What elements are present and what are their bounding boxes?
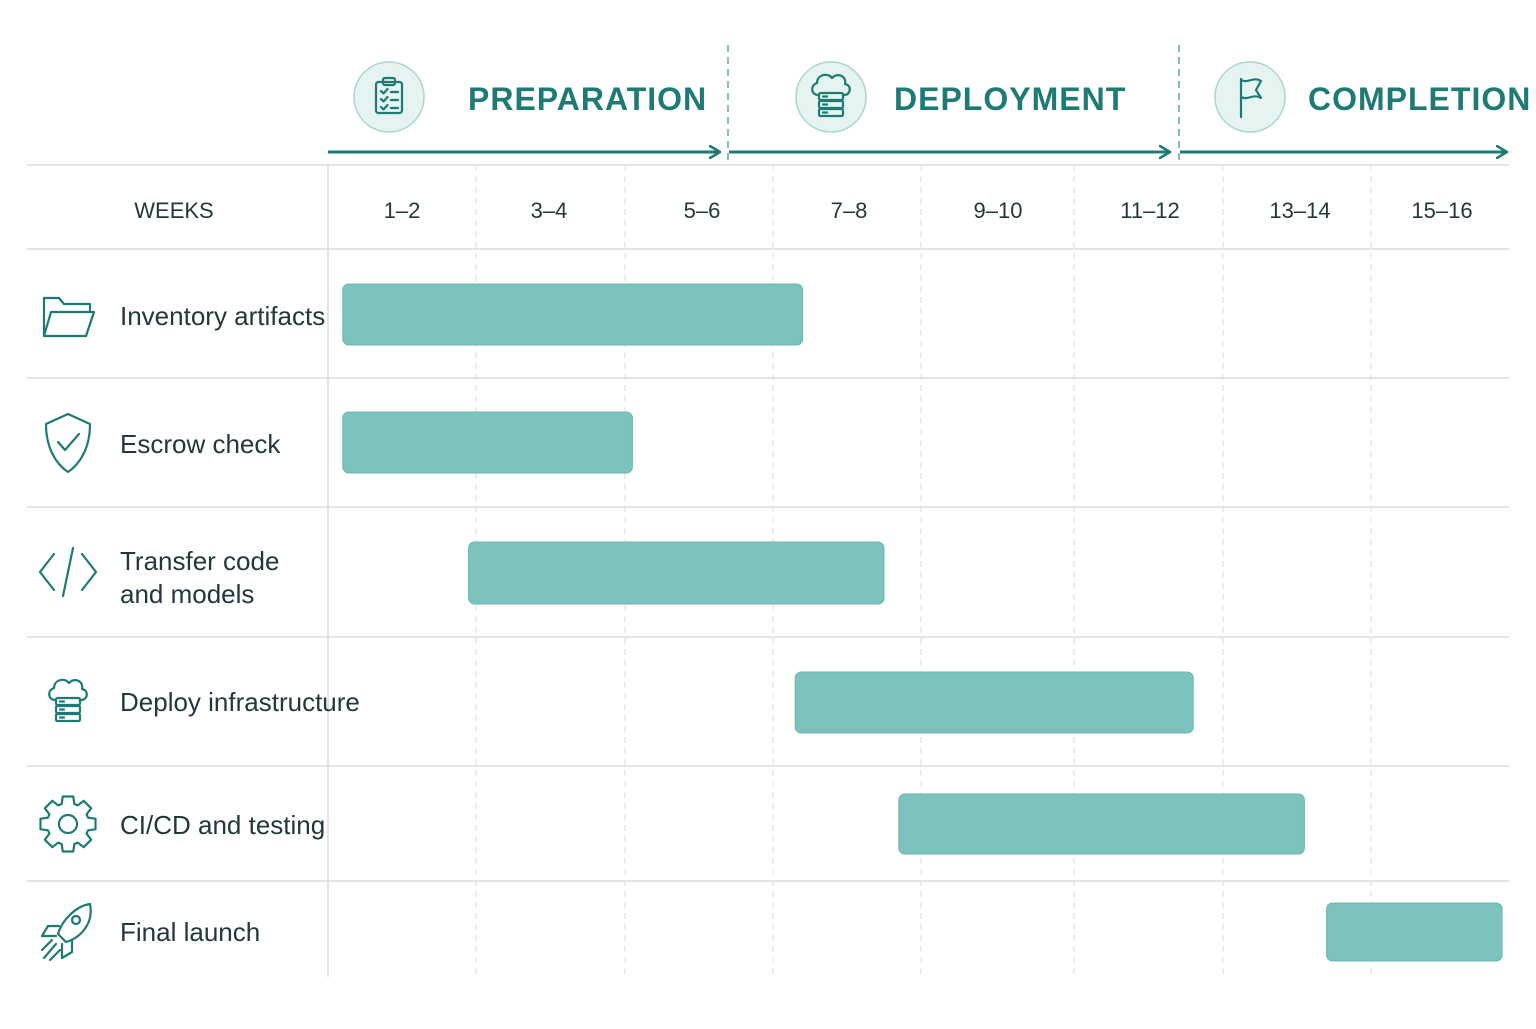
week-tick-label: 13–14: [1269, 198, 1330, 223]
task-label: CI/CD and testing: [120, 810, 325, 840]
phase-title: COMPLETION: [1308, 81, 1531, 117]
cloud-server-icon: [811, 73, 851, 118]
week-tick-label: 7–8: [831, 198, 868, 223]
task-label: Transfer code and models: [120, 546, 279, 609]
task-bar: [898, 793, 1305, 855]
week-tick-label: 9–10: [974, 198, 1023, 223]
phase-title: DEPLOYMENT: [894, 81, 1126, 117]
task-bar: [794, 671, 1194, 734]
week-tick-label: 3–4: [531, 198, 568, 223]
task-label: Escrow check: [120, 429, 281, 459]
shield-check-icon: [44, 412, 92, 474]
rocket-icon: [40, 902, 92, 962]
phase-icon-badge: [353, 61, 425, 133]
gear-icon: [39, 795, 97, 853]
week-tick-label: 1–2: [384, 198, 421, 223]
folder-icon: [42, 296, 96, 338]
task-bar: [342, 411, 633, 474]
week-tick-label: 5–6: [684, 198, 721, 223]
task-bar: [468, 541, 885, 605]
week-tick-label: 11–12: [1120, 198, 1180, 223]
cloud-server-icon: [48, 678, 88, 723]
code-icon: [38, 546, 98, 598]
task-bar: [342, 283, 804, 346]
weeks-header-label: WEEKS: [134, 198, 213, 223]
task-label: Inventory artifacts: [120, 301, 325, 331]
task-bar: [1326, 902, 1503, 962]
flag-icon: [1239, 77, 1263, 119]
phase-title: PREPARATION: [468, 81, 707, 117]
task-label: Deploy infrastructure: [120, 687, 360, 717]
task-label: Final launch: [120, 917, 260, 947]
clipboard-checklist-icon: [374, 76, 404, 115]
phase-icon-badge: [795, 61, 867, 133]
week-tick-label: 15–16: [1411, 198, 1472, 223]
